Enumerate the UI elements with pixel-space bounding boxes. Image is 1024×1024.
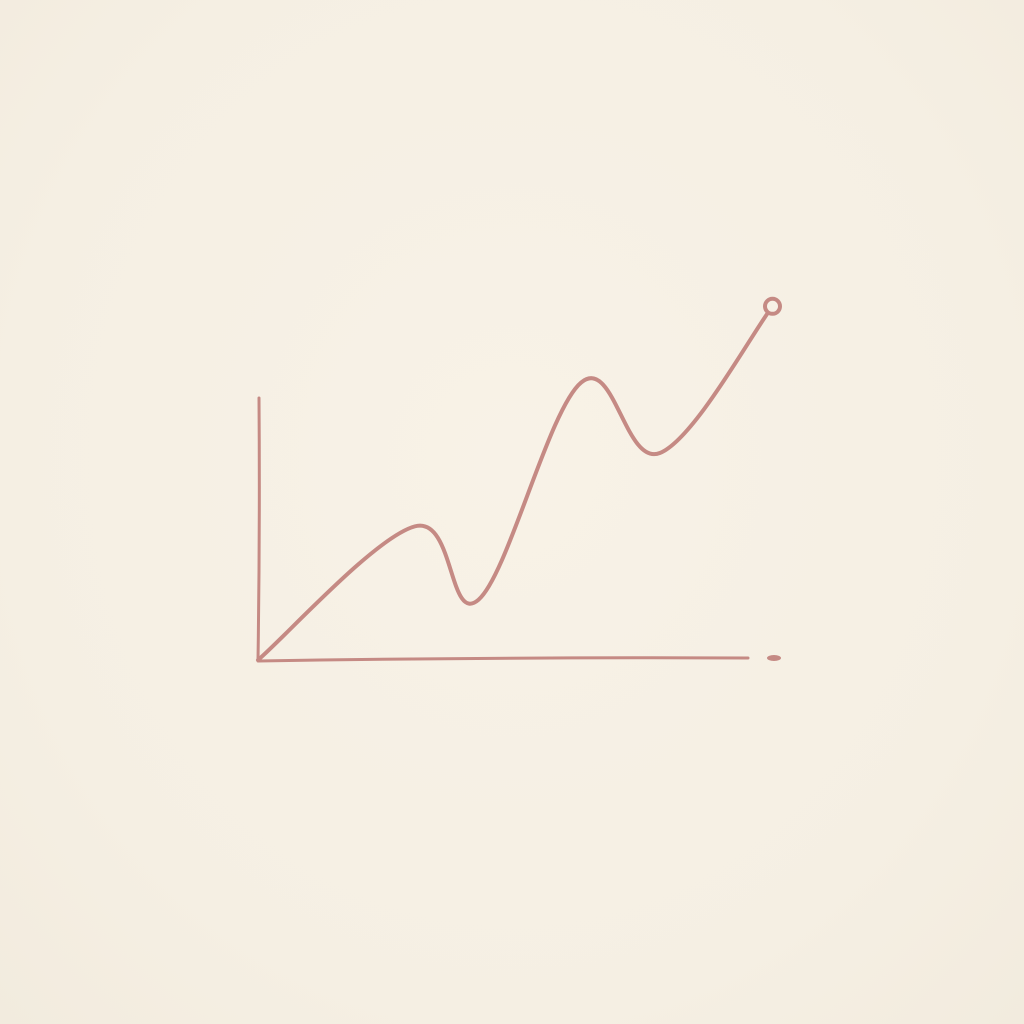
series-line — [256, 304, 775, 662]
series-markers — [763, 296, 782, 316]
y-axis-line — [256, 396, 261, 662]
x-axis-line — [256, 656, 750, 663]
x-axis-end-mark — [767, 655, 781, 661]
series-lines — [256, 304, 775, 662]
series-end-marker — [763, 296, 782, 316]
chart-axes — [256, 396, 781, 663]
